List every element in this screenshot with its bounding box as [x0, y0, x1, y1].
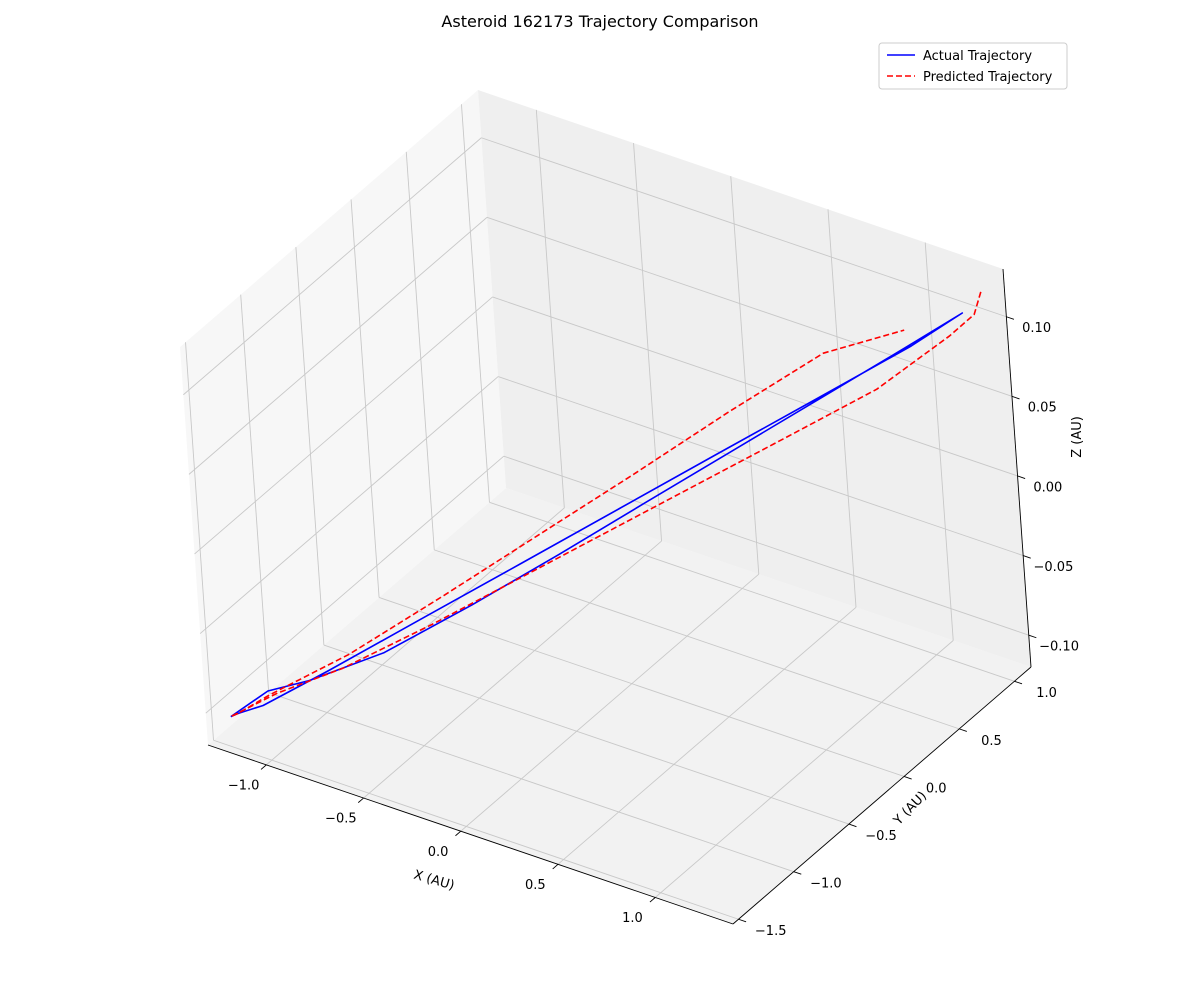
z-tick-label: −0.05 [1034, 560, 1074, 575]
y-axis-line [732, 666, 1032, 925]
x-tick [260, 764, 267, 770]
z-tick-label: 0.00 [1033, 480, 1062, 495]
z-grid-line-side [205, 455, 505, 714]
z-tick-label: −0.10 [1039, 639, 1079, 654]
y-tick-label: 0.5 [981, 734, 1002, 749]
back-pane [478, 90, 1031, 667]
axes-panes [180, 90, 1031, 924]
x-grid-line-back [730, 176, 760, 575]
z-grid-line-back [492, 296, 1018, 477]
y-tick-label: 1.0 [1036, 686, 1057, 701]
legend-label-predicted: Predicted Trajectory [923, 70, 1053, 85]
x-tick [455, 830, 462, 837]
x-tick [649, 897, 656, 903]
chart-title: Asteroid 162173 Trajectory Comparison [441, 12, 758, 31]
x-tick-label: 1.0 [622, 911, 643, 926]
y-grid-line-side [240, 294, 270, 693]
y-grid-line-floor [268, 692, 794, 873]
x-grid-line-floor [460, 573, 760, 832]
x-axis-label: X (AU) [412, 868, 456, 894]
x-grid-line-back [633, 143, 663, 542]
y-tick-label: 0.0 [926, 781, 947, 796]
y-grid-line-side [350, 199, 380, 598]
x-tick-label: −1.0 [228, 778, 260, 793]
y-tick [903, 776, 912, 780]
y-grid-line-side [295, 247, 325, 646]
y-tick-label: −1.0 [810, 877, 842, 892]
x-tick-label: 0.0 [428, 845, 449, 860]
z-axis-line [1002, 268, 1032, 668]
series-lines [230, 291, 982, 718]
y-grid-line-side [460, 104, 490, 503]
z-axis-label: Z (AU) [1070, 416, 1085, 458]
actual-trajectory-line [230, 312, 964, 718]
z-grid-line-side [183, 137, 482, 396]
y-grid-line-floor [434, 549, 960, 730]
y-axis-label: Y (AU) [890, 789, 930, 829]
z-tick-label: 0.10 [1022, 321, 1051, 336]
x-axis-line [207, 744, 734, 925]
y-tick-label: −1.5 [755, 924, 787, 939]
y-tick [1014, 680, 1023, 685]
predicted-trajectory-line [230, 291, 982, 718]
y-grid-line-floor [378, 597, 905, 777]
z-grid-line-back [481, 137, 1007, 318]
y-grid-line-side [185, 342, 214, 741]
x-grid-line-back [827, 209, 857, 608]
z-grid-line-back [503, 455, 1029, 636]
x-tick [357, 797, 364, 803]
z-grid-line-back [498, 376, 1024, 556]
z-grid-line-side [194, 296, 493, 555]
z-tick [1006, 316, 1015, 320]
x-grid-line-floor [654, 640, 954, 898]
y-grid-line-side [405, 151, 435, 550]
x-grid-line-back [535, 109, 565, 508]
z-grid-line-side [188, 217, 488, 475]
tick-marks: −1.0 −0.5 0.0 0.5 1.0 −1.5 −1.0 −0.5 0.0 0.5 1.0 −0… [228, 316, 1079, 939]
x-grid-line-floor [557, 606, 857, 865]
y-tick [959, 728, 967, 732]
axis-lines [207, 268, 1032, 925]
z-grid-line-back [486, 216, 1013, 397]
x-grid-line-back [924, 242, 954, 641]
y-tick [738, 918, 747, 923]
legend-label-actual: Actual Trajectory [923, 49, 1032, 64]
legend-frame [878, 42, 1068, 90]
z-tick [1017, 475, 1026, 479]
z-tick [1028, 634, 1037, 639]
x-tick-label: 0.5 [525, 878, 546, 893]
z-tick [1023, 555, 1031, 559]
z-tick-label: 0.05 [1028, 401, 1057, 416]
y-tick-label: −0.5 [865, 829, 897, 844]
x-tick-label: −0.5 [325, 812, 357, 827]
x-tick [552, 863, 559, 870]
y-tick [793, 871, 802, 875]
z-tick [1011, 395, 1020, 400]
legend: Actual Trajectory Predicted Trajectory [878, 42, 1068, 90]
y-grid-line-floor [323, 644, 850, 825]
y-grid-line-floor [213, 739, 739, 920]
z-grid-line-side [199, 376, 499, 634]
x-grid-line-floor [363, 540, 662, 799]
y-tick [848, 823, 857, 828]
